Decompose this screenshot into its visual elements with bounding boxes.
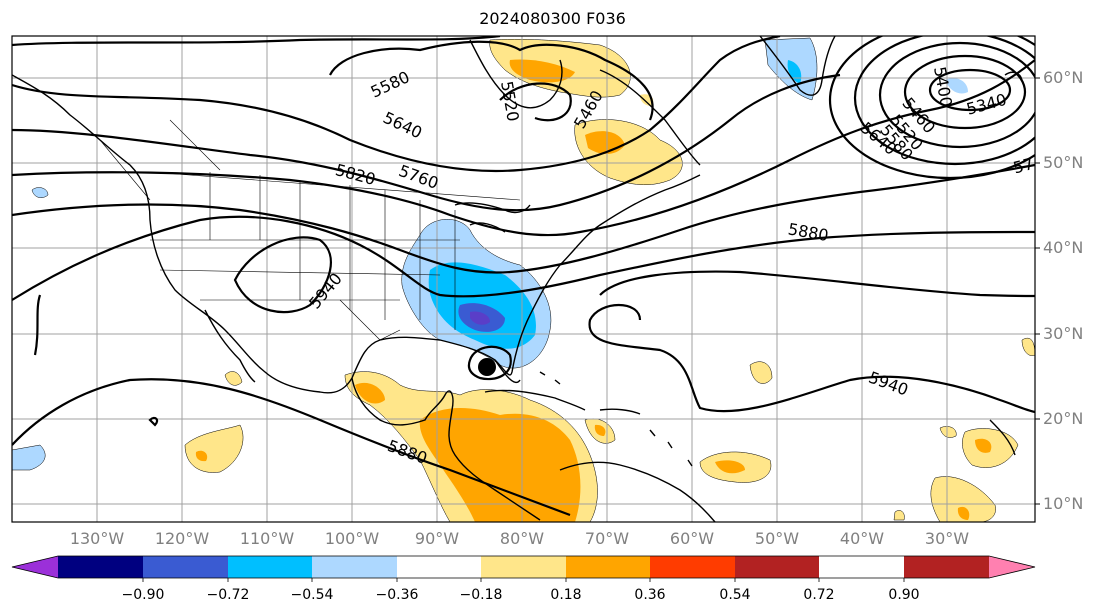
lat-label: 30°N: [1043, 324, 1084, 343]
lon-label: 70°W: [584, 529, 630, 548]
lat-label: 40°N: [1043, 238, 1084, 257]
lon-label: 130°W: [69, 529, 125, 548]
colorbar-segment: [312, 556, 397, 578]
lon-label: 50°W: [754, 529, 800, 548]
colorbar-segment: [566, 556, 650, 578]
contour-label: 57: [1011, 154, 1036, 178]
lat-label: 60°N: [1043, 68, 1084, 87]
lon-label: 100°W: [324, 529, 380, 548]
colorbar-tick: 0.90: [888, 587, 920, 603]
colorbar-tick: −0.90: [121, 587, 165, 603]
colorbar-segment: [397, 556, 481, 578]
lat-label: 20°N: [1043, 409, 1084, 428]
lon-label: 40°W: [839, 529, 885, 548]
colorbar-tick: 0.36: [634, 587, 666, 603]
lat-label: 50°N: [1043, 153, 1084, 172]
colorbar-tick: 0.18: [550, 587, 582, 603]
lon-label: 80°W: [499, 529, 545, 548]
coastlines: [12, 36, 1023, 522]
colorbar-extend-min: [12, 556, 58, 578]
colorbar-segment: [904, 556, 989, 578]
colorbar-segment: [228, 556, 312, 578]
lon-label: 60°W: [669, 529, 715, 548]
lat-label: 10°N: [1043, 494, 1084, 513]
colorbar-segment: [650, 556, 735, 578]
colorbar-tick: −0.18: [459, 587, 503, 603]
map-title: 2024080300 F036: [479, 9, 626, 28]
tropical-storm-symbol-icon: [478, 358, 496, 376]
colorbar-segment: [143, 556, 228, 578]
colorbar-tick: −0.54: [290, 587, 334, 603]
colorbar-tick: −0.72: [206, 587, 250, 603]
height-contours: [12, 36, 1035, 517]
colorbar-tick: 0.72: [803, 587, 835, 603]
colorbar-tick: −0.36: [375, 587, 419, 603]
colorbar-segment: [735, 556, 819, 578]
lon-label: 30°W: [924, 529, 970, 548]
lon-label: 120°W: [154, 529, 210, 548]
colorbar-segment: [481, 556, 566, 578]
colorbar-tick: 0.54: [719, 587, 751, 603]
lon-label: 90°W: [414, 529, 460, 548]
lon-label: 110°W: [239, 529, 295, 548]
graticule: [12, 36, 1035, 522]
colorbar-segment: [58, 556, 143, 578]
colorbar-extend-max: [989, 556, 1035, 578]
